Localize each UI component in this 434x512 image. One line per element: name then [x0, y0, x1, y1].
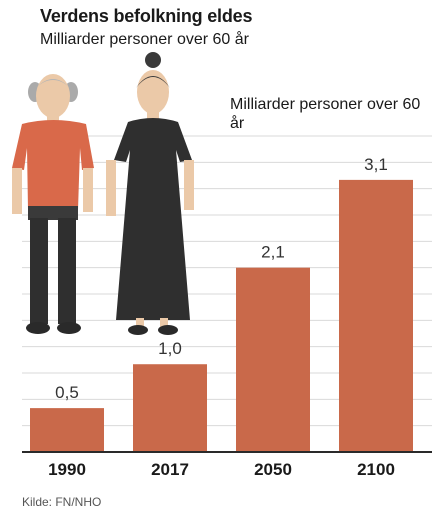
category-label-2050: 2050	[254, 460, 292, 479]
category-label-1990: 1990	[48, 460, 86, 479]
source-note: Kilde: FN/NHO	[22, 495, 102, 509]
category-label-2100: 2100	[357, 460, 395, 479]
value-label-1990: 0,5	[55, 383, 79, 402]
value-label-2017: 1,0	[158, 339, 182, 358]
chart-title: Verdens befolkning eldes	[40, 6, 253, 26]
value-label-2100: 3,1	[364, 155, 388, 174]
bar-1990	[30, 408, 104, 452]
category-label-2017: 2017	[151, 460, 189, 479]
value-label-2050: 2,1	[261, 243, 285, 262]
axis-unit-label: Milliarder personer over 60 år	[230, 96, 421, 132]
bar-2100	[339, 179, 413, 452]
elderly-woman-icon	[106, 52, 194, 335]
bar-2017	[133, 364, 207, 452]
bar-2050	[236, 267, 310, 452]
chart-subtitle: Milliarder personer over 60 år	[40, 31, 249, 48]
bars	[30, 179, 413, 452]
elderly-man-icon	[12, 74, 94, 334]
